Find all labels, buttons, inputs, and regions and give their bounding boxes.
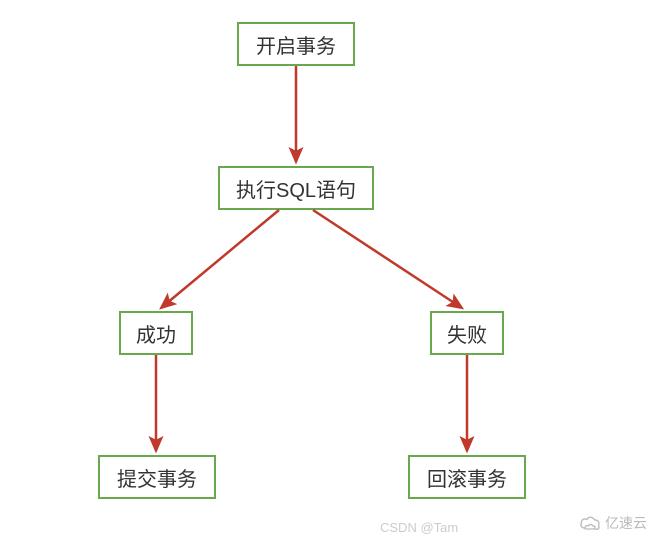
watermark-text: CSDN @Tam [380, 520, 458, 535]
node-label: 失败 [447, 319, 487, 348]
edge-exec-fail [313, 210, 462, 308]
node-exec: 执行SQL语句 [218, 166, 374, 210]
node-label: 回滚事务 [427, 463, 507, 492]
node-commit: 提交事务 [98, 455, 216, 499]
node-label: 开启事务 [256, 30, 336, 59]
cloud-icon [579, 515, 601, 531]
node-success: 成功 [119, 311, 193, 355]
node-label: 成功 [136, 319, 176, 348]
edge-exec-success [161, 210, 279, 308]
node-start: 开启事务 [237, 22, 355, 66]
node-fail: 失败 [430, 311, 504, 355]
logo: 亿速云 [579, 513, 647, 533]
watermark-label: CSDN @Tam [380, 520, 458, 535]
node-rollback: 回滚事务 [408, 455, 526, 499]
node-label: 提交事务 [117, 463, 197, 492]
logo-text: 亿速云 [605, 513, 647, 533]
node-label: 执行SQL语句 [236, 174, 356, 203]
